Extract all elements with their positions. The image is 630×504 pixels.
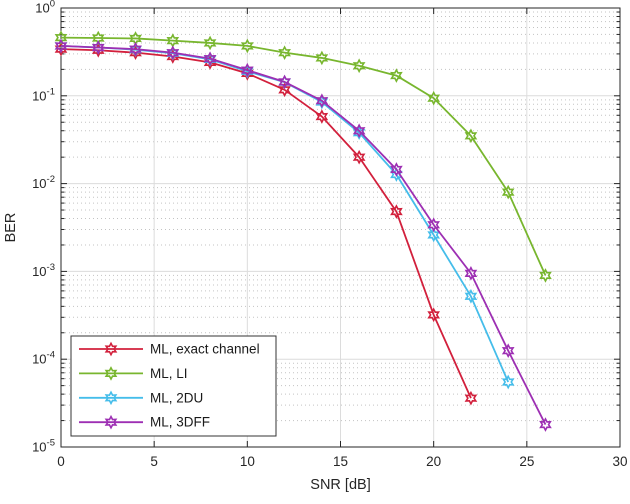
marker-hexagram-ml-li bbox=[203, 35, 217, 51]
marker-hexagram-ml-li bbox=[315, 50, 329, 66]
legend-label: ML, 3DFF bbox=[150, 415, 210, 430]
marker-hexagram-ml-li bbox=[390, 68, 403, 83]
marker-hexagram-ml-2du bbox=[501, 374, 515, 390]
legend-marker-hexagram bbox=[104, 366, 118, 381]
x-tick-label: 25 bbox=[519, 454, 534, 469]
marker-hexagram-ml-3dff bbox=[203, 51, 217, 66]
legend-label: ML, exact channel bbox=[150, 342, 260, 357]
marker-hexagram-ml-2du bbox=[352, 125, 366, 141]
marker-hexagram-ml-li bbox=[427, 90, 441, 106]
legend-label: ML, 2DU bbox=[150, 390, 203, 405]
marker-hexagram-ml-exact-channel bbox=[390, 204, 403, 219]
marker-hexagram-ml-3dff bbox=[54, 38, 68, 54]
y-tick-label: 10-4 bbox=[32, 350, 55, 367]
marker-hexagram-ml-li bbox=[91, 30, 105, 46]
y-tick-label: 10-3 bbox=[32, 262, 55, 279]
marker-hexagram-ml-exact-channel bbox=[352, 149, 366, 165]
legend-marker-hexagram bbox=[104, 390, 118, 406]
legend-marker-hexagram bbox=[104, 341, 118, 357]
x-tick-label: 30 bbox=[612, 454, 627, 469]
marker-hexagram-ml-li bbox=[240, 38, 254, 54]
marker-hexagram-ml-exact-channel bbox=[315, 109, 329, 124]
y-tick-label: 100 bbox=[35, 0, 55, 16]
marker-hexagram-ml-3dff bbox=[240, 62, 254, 78]
marker-hexagram-ml-3dff bbox=[91, 40, 105, 55]
y-tick-label: 10-5 bbox=[32, 438, 55, 455]
marker-hexagram-ml-3dff bbox=[501, 343, 515, 359]
marker-hexagram-ml-3dff bbox=[278, 74, 291, 90]
marker-hexagram-ml-3dff bbox=[464, 266, 478, 281]
legend-marker-hexagram bbox=[104, 414, 118, 430]
y-tick-label: 10-2 bbox=[32, 174, 55, 191]
x-tick-label: 5 bbox=[150, 454, 158, 469]
marker-hexagram-ml-3dff bbox=[352, 123, 366, 139]
marker-hexagram-ml-li bbox=[464, 128, 478, 144]
marker-hexagram-ml-exact-channel bbox=[427, 307, 441, 323]
marker-hexagram-ml-3dff bbox=[166, 45, 180, 60]
marker-hexagram-ml-li bbox=[278, 45, 291, 60]
series-line-ml-exact-channel bbox=[60, 48, 472, 399]
marker-hexagram-ml-3dff bbox=[427, 217, 441, 233]
marker-hexagram-ml-li bbox=[352, 58, 366, 74]
marker-hexagram-ml-li bbox=[54, 30, 68, 45]
marker-hexagram-ml-3dff bbox=[390, 162, 403, 177]
x-tick-label: 20 bbox=[426, 454, 441, 469]
y-tick-label: 10-1 bbox=[32, 86, 55, 103]
marker-hexagram-ml-li bbox=[501, 184, 515, 200]
x-axis-label: SNR [dB] bbox=[310, 477, 370, 493]
legend-label: ML, LI bbox=[150, 366, 188, 381]
series-line-ml-3dff bbox=[60, 45, 547, 425]
marker-hexagram-ml-3dff bbox=[129, 41, 142, 57]
x-tick-label: 10 bbox=[240, 454, 255, 469]
marker-hexagram-ml-3dff bbox=[315, 93, 329, 108]
series-line-ml-li bbox=[60, 36, 547, 276]
marker-hexagram-ml-li bbox=[539, 268, 552, 283]
x-tick-label: 15 bbox=[333, 454, 348, 469]
marker-hexagram-ml-exact-channel bbox=[278, 82, 291, 98]
marker-hexagram-ml-exact-channel bbox=[464, 390, 478, 406]
y-axis-label: BER bbox=[3, 213, 19, 243]
marker-hexagram-ml-3dff bbox=[539, 417, 552, 432]
marker-hexagram-ml-2du bbox=[464, 289, 478, 304]
x-tick-label: 0 bbox=[57, 454, 65, 469]
